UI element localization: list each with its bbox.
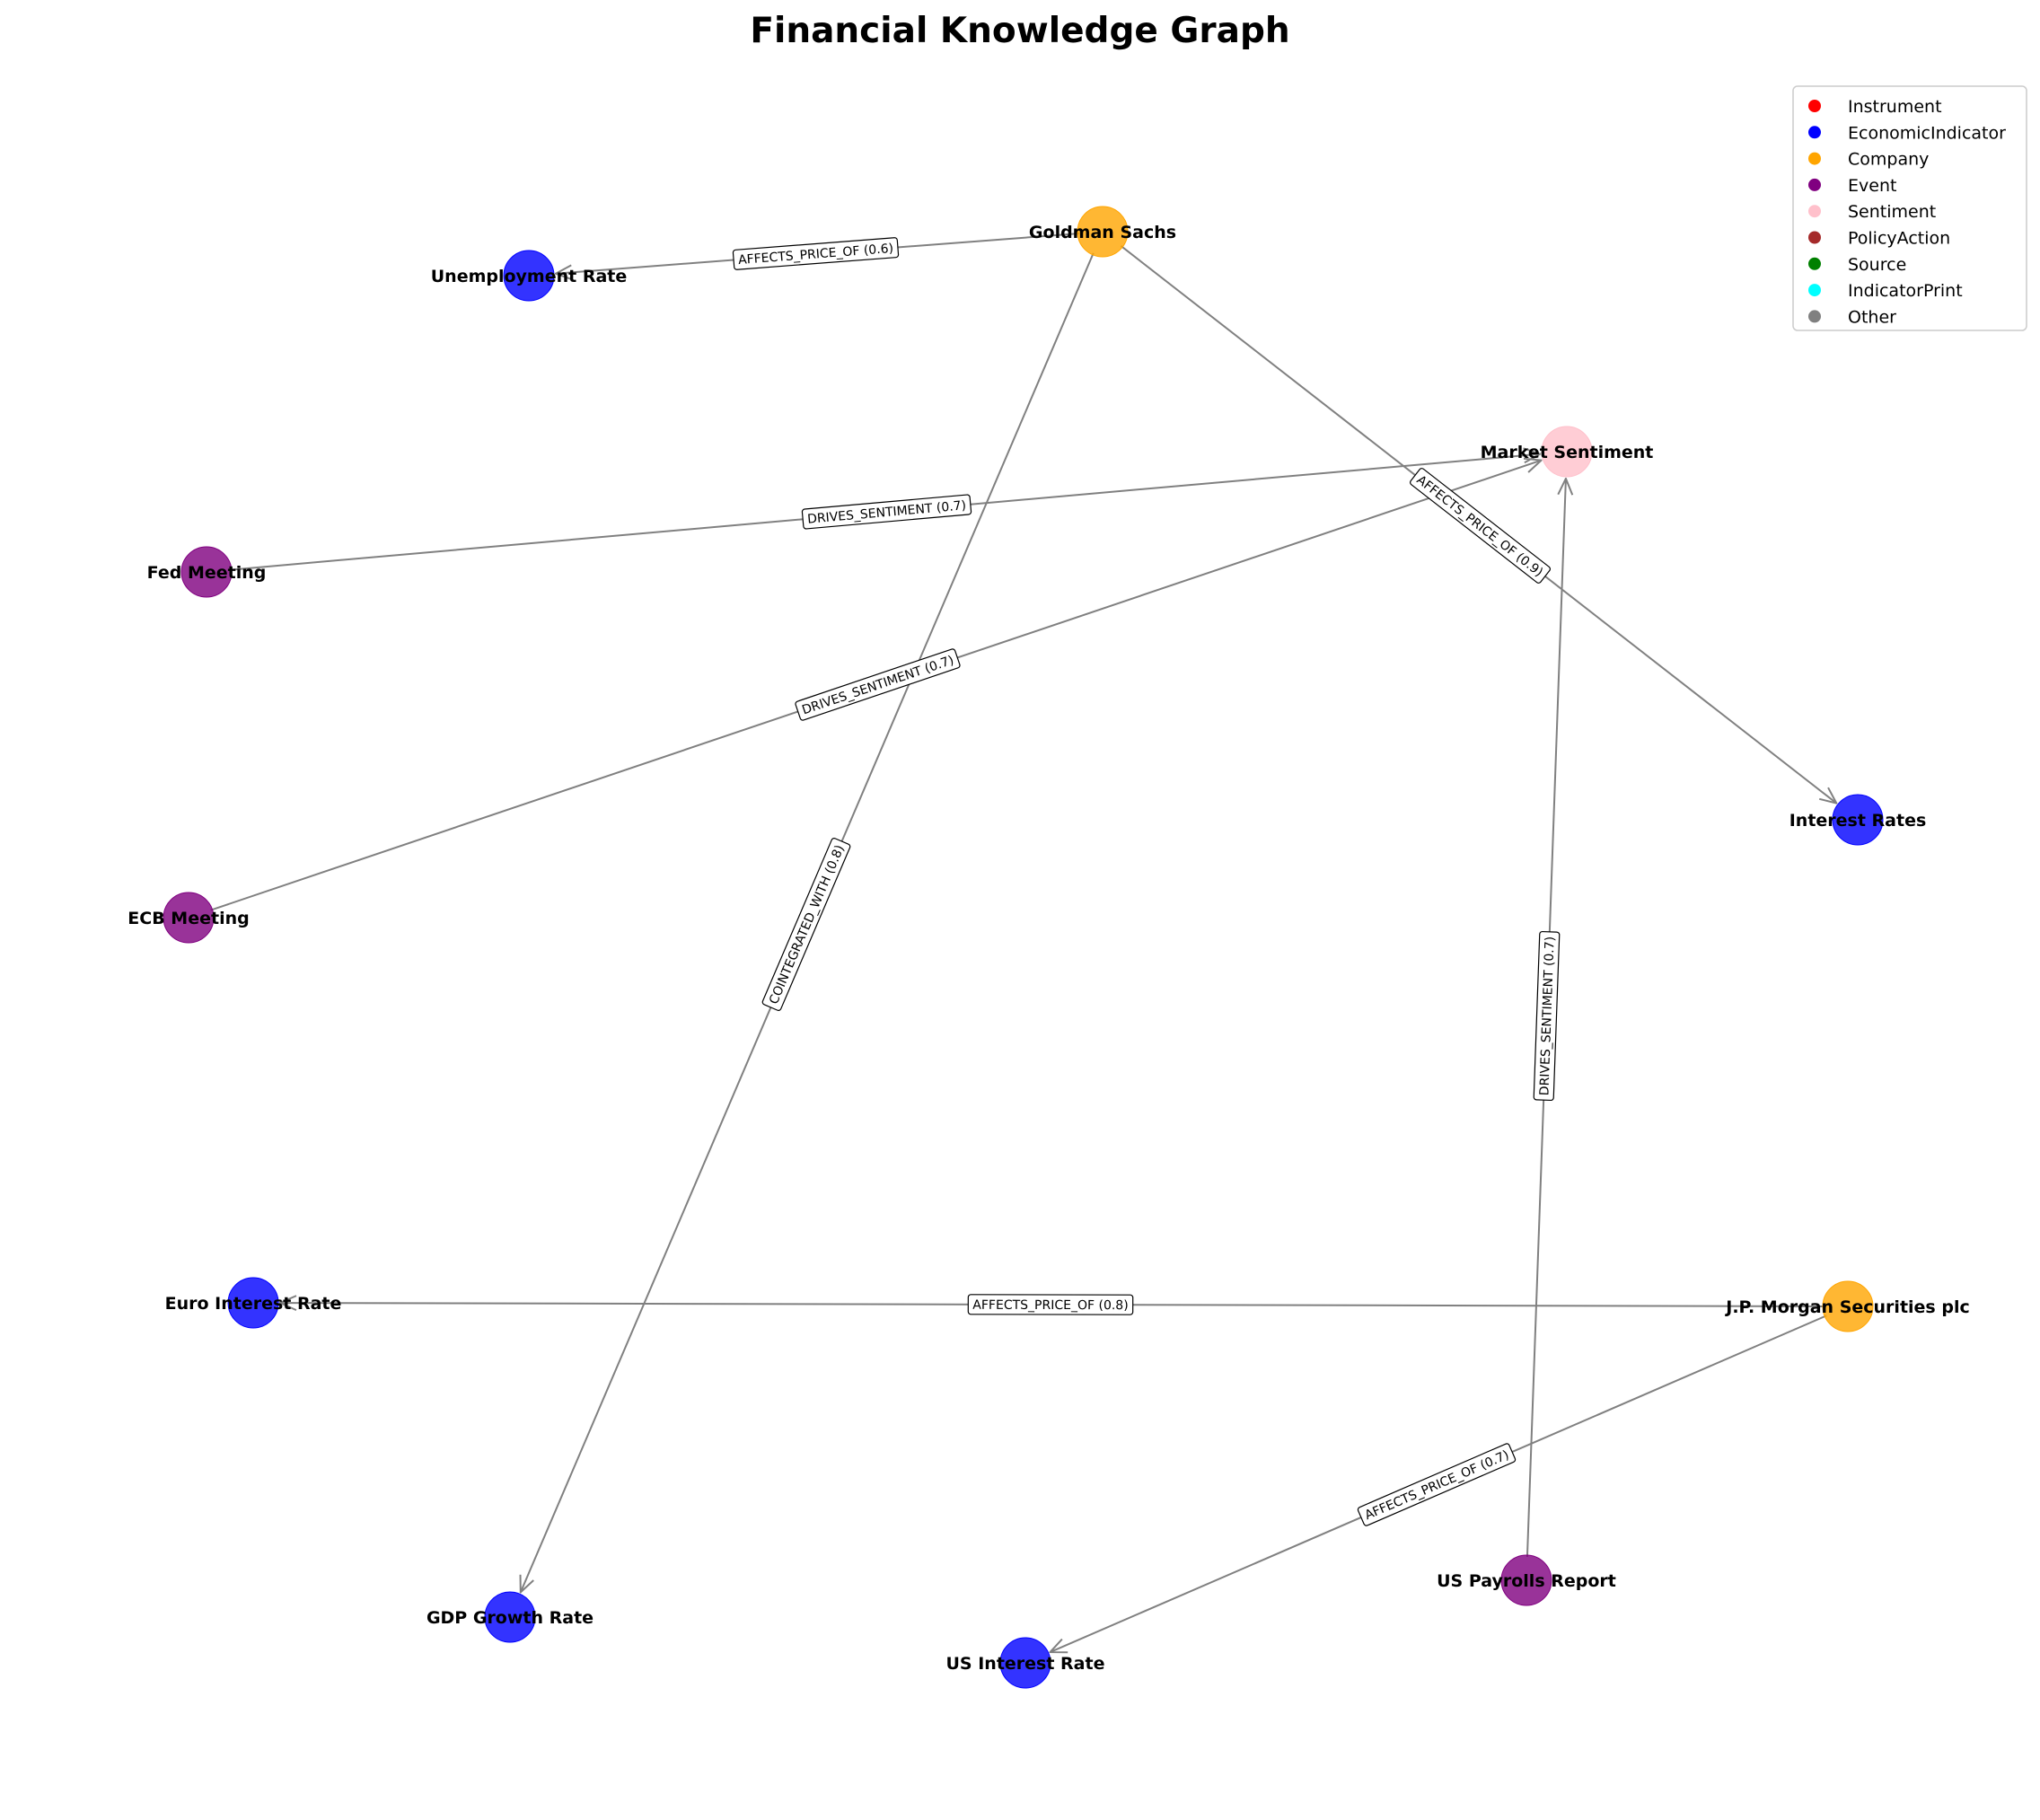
node-label-us-payrolls-report: US Payrolls Report <box>1437 1571 1616 1591</box>
edge-label-text: DRIVES_SENTIMENT (0.7) <box>800 653 955 717</box>
edge-label-box <box>761 838 851 1011</box>
legend-label-policyaction: PolicyAction <box>1848 229 1950 249</box>
node-label-us-interest-rate: US Interest Rate <box>946 1654 1105 1674</box>
legend-label-instrument: Instrument <box>1848 97 1942 117</box>
legend-label-indicatorprint: IndicatorPrint <box>1848 281 1963 301</box>
legend-marker-other <box>1808 310 1821 323</box>
edge-label-box <box>732 237 900 270</box>
edge-label-fed-sentiment: DRIVES_SENTIMENT (0.7) <box>801 494 972 530</box>
edge-label-box <box>795 648 961 721</box>
edge-label-text: DRIVES_SENTIMENT (0.7) <box>1537 936 1557 1096</box>
node-unemployment-rate <box>503 250 555 302</box>
node-label-gdp-growth-rate: GDP Growth Rate <box>426 1608 594 1628</box>
legend-marker-indicatorprint <box>1808 284 1821 297</box>
legend-marker-policyaction <box>1808 231 1821 244</box>
edge-label-jpm-euro: AFFECTS_PRICE_OF (0.8) <box>967 1294 1134 1315</box>
edge-label-jpm-usrate: AFFECTS_PRICE_OF (0.7) <box>1357 1443 1517 1526</box>
edge-label-box <box>1533 930 1561 1102</box>
legend-label-company: Company <box>1848 150 1929 170</box>
legend: Instrument EconomicIndicator Company Event S… <box>1792 85 2027 331</box>
edge-label-ecb-sentiment: DRIVES_SENTIMENT (0.7) <box>795 648 961 721</box>
legend-label-source: Source <box>1848 255 1906 275</box>
legend-label-event: Event <box>1848 176 1896 196</box>
node-euro-interest-rate <box>227 1277 279 1329</box>
node-market-sentiment <box>1541 426 1593 478</box>
node-label-euro-interest-rate: Euro Interest Rate <box>165 1294 342 1314</box>
node-ecb-meeting <box>163 892 215 944</box>
node-label-market-sentiment: Market Sentiment <box>1481 443 1654 462</box>
node-label-j-p-morgan-securities-plc: J.P. Morgan Securities plc <box>1724 1297 1969 1317</box>
node-label-unemployment-rate: Unemployment Rate <box>431 267 628 286</box>
node-label-fed-meeting: Fed Meeting <box>147 563 267 583</box>
legend-marker-sentiment <box>1808 205 1821 218</box>
node-us-interest-rate <box>999 1637 1051 1689</box>
node-j-p-morgan-securities-plc <box>1822 1280 1874 1332</box>
edge-label-box <box>1357 1443 1517 1526</box>
node-gdp-growth-rate <box>484 1591 536 1643</box>
node-label-interest-rates: Interest Rates <box>1789 811 1927 831</box>
node-us-payrolls-report <box>1500 1554 1552 1606</box>
node-label-ecb-meeting: ECB Meeting <box>128 909 249 928</box>
legend-marker-company <box>1808 152 1821 165</box>
legend-marker-instrument <box>1808 100 1821 112</box>
node-labels-layer: Goldman Sachs Unemployment Rate Market Sen… <box>128 223 1969 1674</box>
edge-label-text: AFFECTS_PRICE_OF (0.9) <box>1414 473 1546 580</box>
edge-label-box <box>801 494 972 530</box>
node-interest-rates <box>1832 794 1884 846</box>
node-label-goldman-sachs: Goldman Sachs <box>1029 223 1176 242</box>
edge-label-goldman-interest: AFFECTS_PRICE_OF (0.9) <box>1410 468 1551 584</box>
edge-label-goldman-gdp: COINTEGRATED_WITH (0.8) <box>761 838 851 1011</box>
edge-label-goldman-unemployment: AFFECTS_PRICE_OF (0.6) <box>732 237 900 270</box>
edge-label-text: COINTEGRATED_WITH (0.8) <box>767 843 848 1007</box>
legend-label-other: Other <box>1848 307 1896 327</box>
edge-labels-layer: AFFECTS_PRICE_OF (0.6) AFFECTS_PRICE_OF (… <box>732 237 1561 1526</box>
node-goldman-sachs <box>1077 206 1129 258</box>
nodes-layer <box>163 206 1884 1689</box>
legend-label-economicindicator: EconomicIndicator <box>1848 123 2006 143</box>
edge-label-payrolls-sentiment: DRIVES_SENTIMENT (0.7) <box>1533 930 1561 1102</box>
edge-label-box <box>1410 468 1551 584</box>
legend-marker-event <box>1808 178 1821 191</box>
graph-title: Financial Knowledge Graph <box>750 11 1289 51</box>
node-fed-meeting <box>180 546 233 598</box>
edge-label-text: AFFECTS_PRICE_OF (0.7) <box>1363 1448 1511 1524</box>
edge-label-box <box>967 1294 1134 1315</box>
legend-marker-source <box>1808 257 1821 270</box>
legend-marker-economicindicator <box>1808 126 1821 139</box>
legend-label-sentiment: Sentiment <box>1848 202 1936 222</box>
edge-label-text: AFFECTS_PRICE_OF (0.8) <box>972 1298 1128 1313</box>
legend-frame <box>1792 85 2027 331</box>
